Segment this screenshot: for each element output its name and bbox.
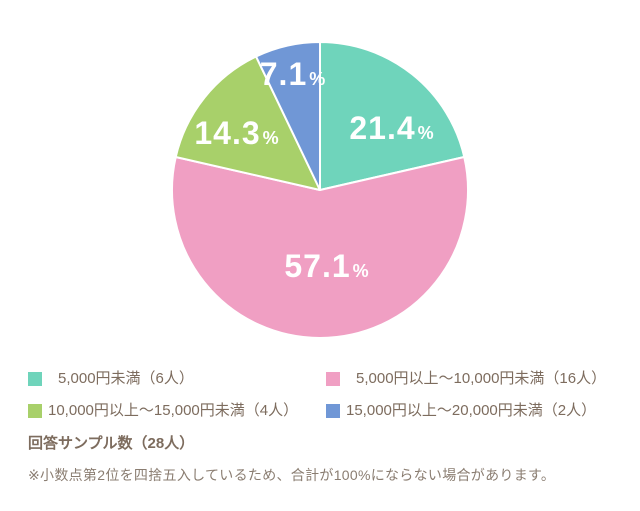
percent-sign: % [309, 69, 327, 89]
legend-color-swatch [28, 404, 42, 418]
pie-slice-10000-15000 [174, 55, 321, 191]
legend-item-10000-15000: 10,000円以上～15,000円未満（4人） [28, 400, 326, 422]
pie-slice-5000-10000 [171, 156, 469, 339]
legend-color-swatch [28, 372, 42, 386]
legend-item-label: 10,000円以上～15,000円未満（4人） [48, 402, 299, 419]
slice-value: 14.3 [194, 115, 261, 151]
slice-label-under-5000: 21.4 % [349, 112, 434, 144]
legend: 5,000円未満（6人） 5,000円以上～10,000円未満（16人） 10,… [28, 368, 612, 422]
sample-size-label: 回答サンプル数（28人） [28, 435, 195, 452]
legend-item-15000-20000: 15,000円以上～20,000円未満（2人） [326, 400, 612, 422]
percent-sign: % [262, 128, 280, 148]
legend-item-under-5000: 5,000円未満（6人） [28, 368, 326, 390]
legend-item-label: 15,000円以上～20,000円未満（2人） [346, 402, 597, 419]
legend-item-label: 5,000円以上～10,000円未満（16人） [356, 370, 607, 387]
slice-value: 21.4 [349, 110, 416, 146]
slice-value: 57.1 [284, 248, 351, 284]
pie-slice-15000-20000 [255, 41, 321, 191]
pie-slice-under-5000 [319, 41, 466, 191]
slice-label-5000-10000: 57.1 % [284, 250, 369, 282]
legend-item-5000-10000: 5,000円以上～10,000円未満（16人） [326, 368, 612, 390]
percent-sign: % [352, 261, 370, 281]
percent-sign: % [417, 123, 435, 143]
legend-color-swatch [326, 372, 340, 386]
pie-chart-area: 21.4 % 57.1 % 14.3 % 7.1 % [171, 41, 469, 339]
slice-value: 7.1 [259, 56, 308, 92]
legend-color-swatch [326, 404, 340, 418]
rounding-note: ※小数点第2位を四捨五入しているため、合計が100%にならない場合があります。 [28, 467, 556, 483]
legend-item-label: 5,000円未満（6人） [58, 370, 194, 387]
slice-label-15000-20000: 7.1 % [260, 58, 327, 90]
slice-label-10000-15000: 14.3 % [194, 117, 279, 149]
pie-chart-svg [171, 41, 469, 339]
